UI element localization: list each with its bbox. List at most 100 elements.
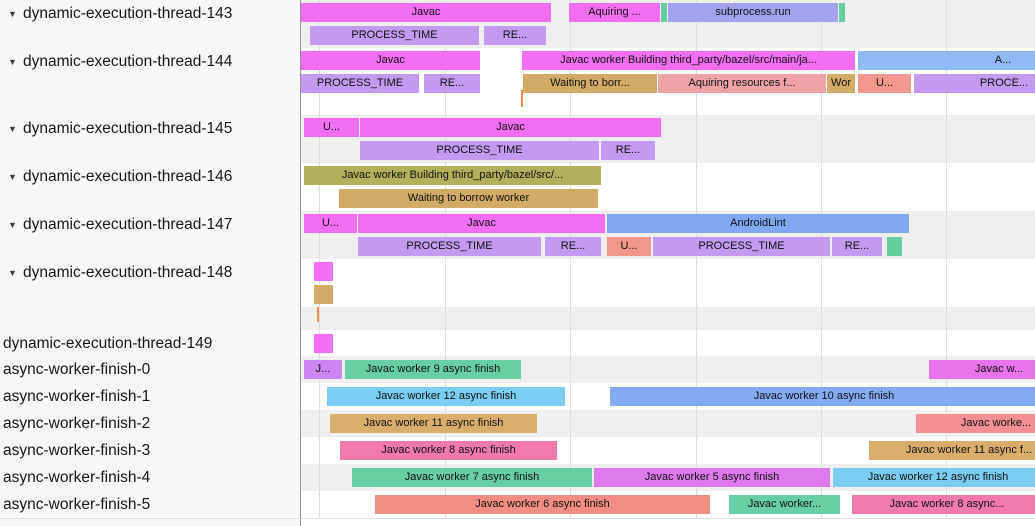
slice[interactable]: RE...: [484, 26, 546, 45]
track-canvas[interactable]: Javac worker 11 async finish Javac worke.…: [301, 410, 1035, 437]
track-title[interactable]: dynamic-execution-thread-145: [23, 120, 233, 137]
track-title[interactable]: dynamic-execution-thread-147: [23, 216, 233, 233]
track-header-async-worker-finish-1[interactable]: async-worker-finish-1: [0, 383, 301, 410]
slice[interactable]: subprocess.run: [668, 3, 838, 22]
slice[interactable]: [661, 3, 667, 22]
track-canvas[interactable]: Javac Aquiring ... subprocess.run PROCESS_T…: [301, 0, 1035, 48]
track-title[interactable]: dynamic-execution-thread-143: [23, 5, 233, 22]
track-header-async-worker-finish-4[interactable]: async-worker-finish-4: [0, 464, 301, 491]
slice[interactable]: Javac worke...: [916, 414, 1035, 433]
slice[interactable]: Javac w...: [929, 360, 1035, 379]
slice[interactable]: PROCESS_TIME: [653, 237, 830, 256]
slice[interactable]: Javac worker 6 async finish: [375, 495, 710, 514]
track-canvas[interactable]: U... Javac PROCESS_TIME RE...: [301, 115, 1035, 163]
track-canvas[interactable]: [301, 519, 1035, 526]
slice[interactable]: Waiting to borr...: [523, 74, 657, 93]
track-title[interactable]: async-worker-finish-0: [3, 361, 151, 378]
slice[interactable]: Javac worker 5 async finish: [594, 468, 830, 487]
collapse-arrow-icon[interactable]: ▼: [8, 220, 17, 230]
collapse-arrow-icon[interactable]: ▼: [8, 57, 17, 67]
slice[interactable]: PROCESS_TIME: [310, 26, 479, 45]
track-header-dynamic-execution-thread-143[interactable]: ▼ dynamic-execution-thread-143: [0, 0, 301, 48]
slice[interactable]: Javac worker Building third_party/bazel/…: [304, 166, 601, 185]
slice[interactable]: Javac worker Building third_party/bazel/…: [522, 51, 855, 70]
track-title[interactable]: dynamic-execution-thread-149: [3, 335, 213, 352]
slice[interactable]: Javac: [360, 118, 661, 137]
slice[interactable]: [314, 334, 333, 353]
slice[interactable]: U...: [304, 118, 359, 137]
track-header-async-worker-finish-5[interactable]: async-worker-finish-5: [0, 491, 301, 518]
slice[interactable]: Javac worker 11 async f...: [869, 441, 1035, 460]
track-canvas[interactable]: Javac worker 8 async finish Javac worker …: [301, 437, 1035, 464]
slice[interactable]: RE...: [424, 74, 480, 93]
track-title[interactable]: async-worker-finish-5: [3, 496, 151, 513]
collapse-arrow-icon[interactable]: ▼: [8, 9, 17, 19]
track-title[interactable]: async-worker-finish-2: [3, 415, 151, 432]
slice[interactable]: Javac: [301, 51, 480, 70]
slice[interactable]: Javac worker...: [729, 495, 840, 514]
slice[interactable]: Javac worker 11 async finish: [330, 414, 537, 433]
track-title[interactable]: dynamic-execution-thread-144: [23, 53, 233, 70]
slice[interactable]: [314, 285, 333, 304]
instant-event-tick[interactable]: [317, 307, 319, 322]
track-canvas[interactable]: Javac worker Building third_party/bazel/…: [301, 163, 1035, 211]
slice[interactable]: Javac worker 10 async finish: [610, 387, 1035, 406]
track-title[interactable]: dynamic-execution-thread-148: [23, 264, 233, 281]
track-canvas[interactable]: Javac worker 12 async finish Javac worker…: [301, 383, 1035, 410]
track-header-dynamic-execution-thread-147[interactable]: ▼ dynamic-execution-thread-147: [0, 211, 301, 259]
track-canvas[interactable]: [301, 307, 1035, 330]
slice[interactable]: Javac: [358, 214, 605, 233]
track-canvas[interactable]: Javac worker 6 async finish Javac worker.…: [301, 491, 1035, 518]
slice[interactable]: [314, 262, 333, 281]
slice[interactable]: [887, 237, 902, 256]
track-title[interactable]: dynamic-execution-thread-146: [23, 168, 233, 185]
track-header-dynamic-execution-thread-145[interactable]: ▼ dynamic-execution-thread-145: [0, 115, 301, 163]
track-canvas[interactable]: Javac worker 7 async finish Javac worker …: [301, 464, 1035, 491]
slice[interactable]: Javac worker 8 async finish: [340, 441, 557, 460]
track-header-async-worker-finish-3[interactable]: async-worker-finish-3: [0, 437, 301, 464]
slice[interactable]: Aquiring ...: [569, 3, 660, 22]
track-header-dynamic-execution-thread-149[interactable]: dynamic-execution-thread-149: [0, 330, 301, 356]
slice[interactable]: Aquiring resources f...: [658, 74, 826, 93]
slice[interactable]: Javac worker 7 async finish: [352, 468, 592, 487]
track-title[interactable]: async-worker-finish-4: [3, 469, 151, 486]
slice[interactable]: U...: [607, 237, 651, 256]
track-canvas[interactable]: U... Javac AndroidLint PROCESS_TIME RE... U..…: [301, 211, 1035, 259]
slice[interactable]: PROCE...: [914, 74, 1035, 93]
slice[interactable]: U...: [858, 74, 911, 93]
track-canvas[interactable]: [301, 259, 1035, 307]
slice[interactable]: Javac worker 8 async...: [852, 495, 1035, 514]
slice[interactable]: RE...: [832, 237, 882, 256]
track-canvas[interactable]: Javac Javac worker Building third_party/b…: [301, 48, 1035, 115]
track-header-dynamic-execution-thread-146[interactable]: ▼ dynamic-execution-thread-146: [0, 163, 301, 211]
slice[interactable]: Javac: [301, 3, 551, 22]
track-header-dynamic-execution-thread-148[interactable]: ▼ dynamic-execution-thread-148: [0, 259, 301, 307]
collapse-arrow-icon[interactable]: ▼: [8, 124, 17, 134]
track-title[interactable]: async-worker-finish-3: [3, 442, 151, 459]
collapse-arrow-icon[interactable]: ▼: [8, 172, 17, 182]
slice[interactable]: RE...: [545, 237, 601, 256]
track-header-async-worker-finish-0[interactable]: async-worker-finish-0: [0, 356, 301, 383]
slice[interactable]: Javac worker 12 async finish: [327, 387, 565, 406]
track-title[interactable]: async-worker-finish-1: [3, 388, 151, 405]
slice[interactable]: PROCESS_TIME: [358, 237, 541, 256]
slice[interactable]: RE...: [601, 141, 655, 160]
slice[interactable]: PROCESS_TIME: [360, 141, 599, 160]
slice[interactable]: Javac worker 9 async finish: [345, 360, 521, 379]
slice[interactable]: A...: [858, 51, 1035, 70]
slice[interactable]: Wor: [827, 74, 855, 93]
slice[interactable]: Waiting to borrow worker: [339, 189, 598, 208]
track-canvas[interactable]: J... Javac worker 9 async finish Javac w..…: [301, 356, 1035, 383]
slice[interactable]: U...: [304, 214, 357, 233]
track-header-async-worker-finish-2[interactable]: async-worker-finish-2: [0, 410, 301, 437]
slice[interactable]: PROCESS_TIME: [301, 74, 419, 93]
slice[interactable]: Javac worker 12 async finish: [833, 468, 1035, 487]
collapse-arrow-icon[interactable]: ▼: [8, 268, 17, 278]
slice[interactable]: J...: [304, 360, 342, 379]
track-canvas[interactable]: [301, 330, 1035, 356]
slice[interactable]: AndroidLint: [607, 214, 909, 233]
track-header-dynamic-execution-thread-144[interactable]: ▼ dynamic-execution-thread-144: [0, 48, 301, 115]
slice[interactable]: [839, 3, 845, 22]
instant-event-tick[interactable]: [521, 90, 523, 107]
